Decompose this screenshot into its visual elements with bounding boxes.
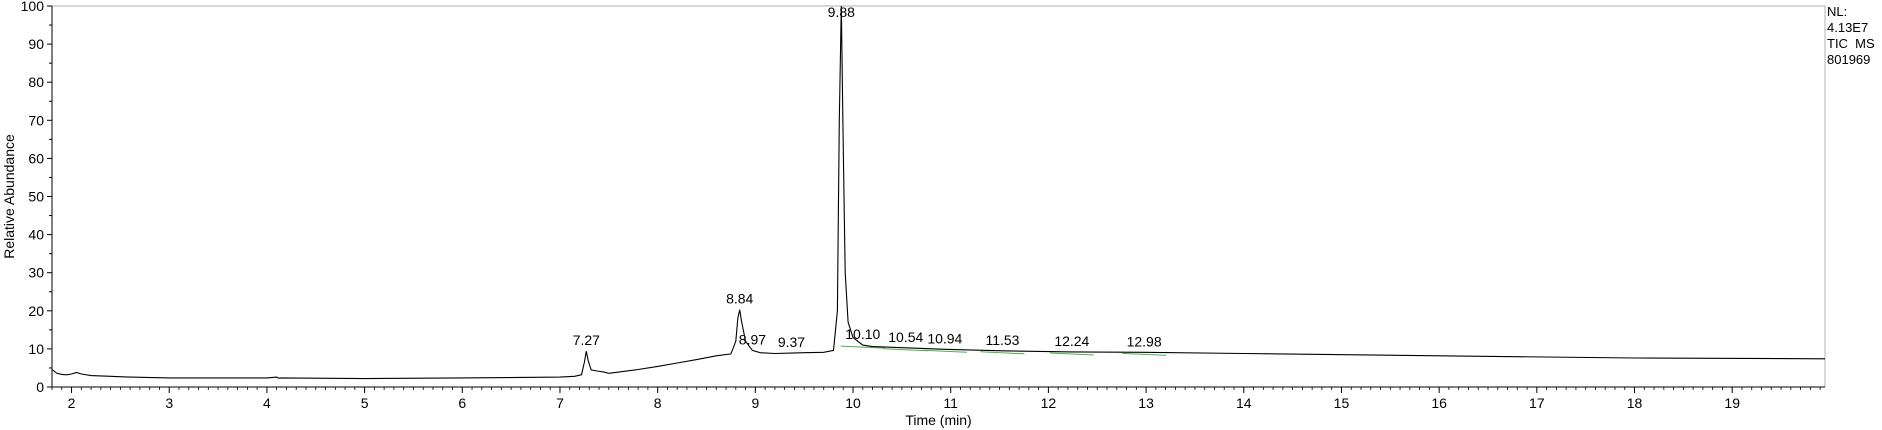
x-tick-label: 11 — [943, 395, 958, 411]
y-axis-ticks: 0 10 20 30 40 50 60 70 80 90 100 — [21, 0, 52, 395]
x-tick-label: 12 — [1041, 395, 1057, 411]
y-tick-label: 90 — [28, 36, 44, 52]
y-tick-label: 80 — [28, 74, 44, 90]
peak-label: 12.98 — [1127, 333, 1162, 349]
integration-baseline — [883, 348, 928, 352]
peak-label: 10.94 — [927, 330, 962, 346]
integration-baseline — [1049, 352, 1094, 356]
y-tick-label: 60 — [28, 150, 44, 166]
y-tick-label: 70 — [28, 112, 44, 128]
peak-label: 9.88 — [828, 4, 855, 20]
info-file-id: 801969 — [1827, 52, 1871, 67]
integration-baseline — [980, 351, 1025, 355]
peak-label: 10.54 — [888, 329, 923, 345]
peak-label: 8.97 — [739, 331, 766, 347]
tic-trace — [51, 5, 1826, 380]
peak-label: 7.27 — [573, 332, 600, 348]
integration-baseline — [1122, 352, 1167, 356]
x-axis-title: Time (min) — [905, 412, 971, 428]
x-axis-ticks: 2 3 4 5 6 7 8 9 10 11 12 13 14 15 16 17 18 19 — [51, 387, 1821, 411]
info-nl-value: 4.13E7 — [1827, 20, 1869, 35]
integration-baseline — [922, 349, 967, 353]
x-tick-label: 5 — [361, 395, 369, 411]
x-tick-label: 17 — [1529, 395, 1545, 411]
x-tick-label: 4 — [263, 395, 271, 411]
x-tick-label: 7 — [556, 395, 564, 411]
peak-label: 8.84 — [726, 291, 753, 307]
x-tick-label: 2 — [68, 395, 76, 411]
x-tick-label: 18 — [1627, 395, 1643, 411]
x-tick-label: 19 — [1724, 395, 1740, 411]
y-tick-label: 40 — [28, 227, 44, 243]
baseline-marks — [840, 345, 1167, 356]
x-tick-label: 8 — [654, 395, 662, 411]
peak-label: 9.37 — [778, 334, 805, 350]
y-tick-label: 30 — [28, 265, 44, 281]
peak-labels: 7.27 8.84 8.97 9.37 9.88 10.10 10.54 10.94 11.53… — [573, 4, 1162, 350]
y-tick-label: 100 — [21, 0, 45, 14]
y-tick-label: 50 — [28, 189, 44, 205]
y-tick-label: 10 — [28, 341, 44, 357]
y-axis-title: Relative Abundance — [1, 134, 17, 259]
integration-baseline — [840, 345, 885, 349]
peak-label: 12.24 — [1054, 333, 1089, 349]
peak-label: 11.53 — [985, 332, 1019, 348]
x-tick-label: 3 — [165, 395, 173, 411]
x-tick-label: 15 — [1334, 395, 1350, 411]
x-tick-label: 13 — [1138, 395, 1154, 411]
y-tick-label: 0 — [36, 379, 44, 395]
peak-label: 10.10 — [845, 326, 880, 342]
x-tick-label: 6 — [458, 395, 466, 411]
info-scan-type: TIC MS — [1827, 36, 1875, 51]
x-tick-label: 9 — [751, 395, 759, 411]
x-tick-label: 16 — [1431, 395, 1447, 411]
y-tick-label: 20 — [28, 303, 44, 319]
x-tick-label: 14 — [1236, 395, 1252, 411]
info-nl-label: NL: — [1827, 4, 1848, 19]
x-tick-label: 10 — [845, 395, 861, 411]
